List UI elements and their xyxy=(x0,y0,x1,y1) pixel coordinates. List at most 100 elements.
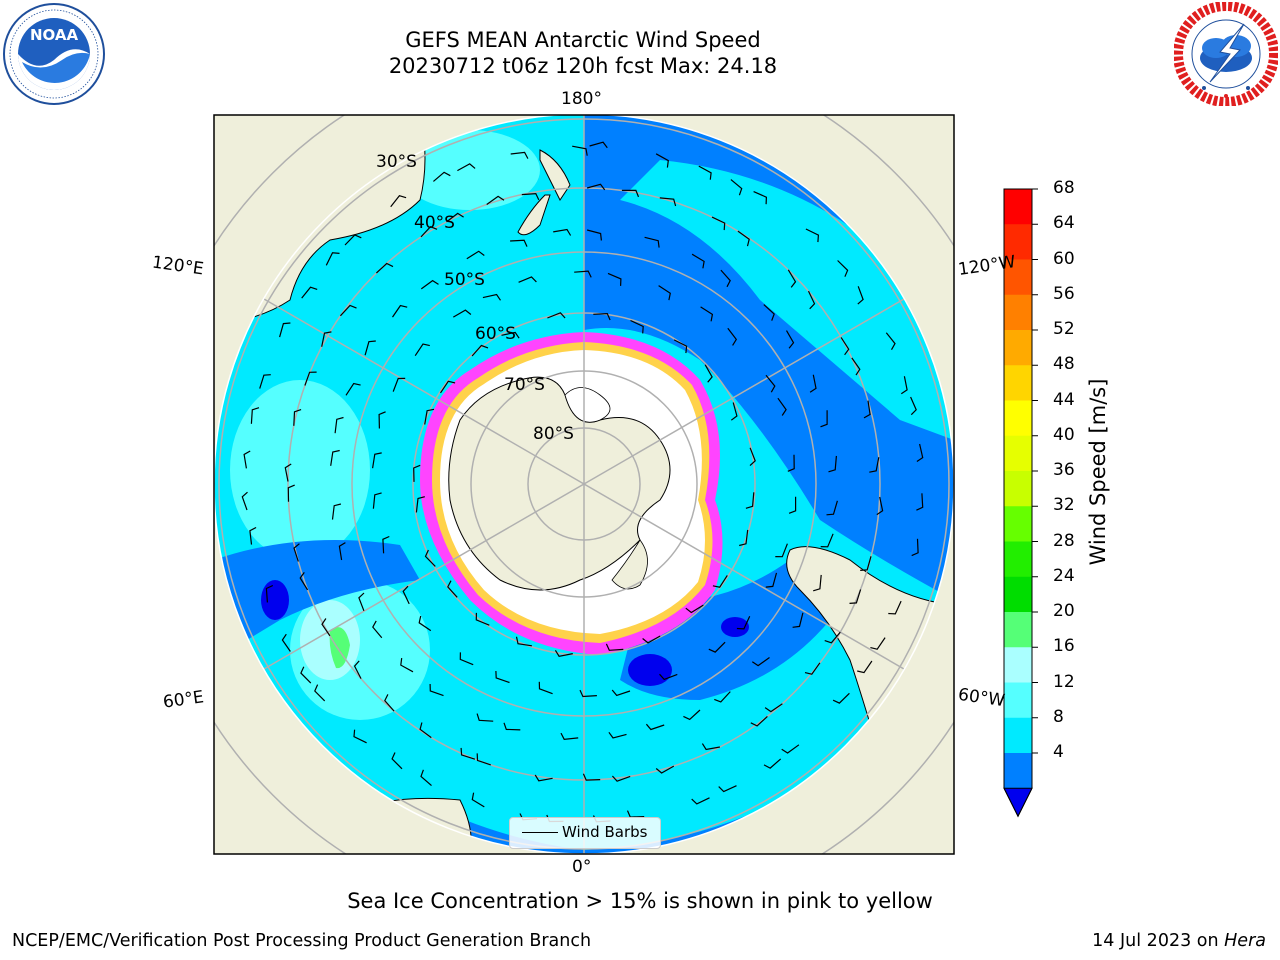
wind-barb xyxy=(809,374,817,393)
wind-barb xyxy=(645,723,665,731)
wind-barb xyxy=(787,454,795,472)
wind-barb xyxy=(683,709,701,721)
wind-barb xyxy=(284,463,292,482)
wind-barb xyxy=(424,549,436,567)
wind-barb xyxy=(720,269,731,288)
wind-barb xyxy=(704,364,713,383)
lat-label-70s: 70°S xyxy=(504,375,545,395)
wind-barb xyxy=(727,327,738,346)
wind-barb xyxy=(503,722,521,731)
wind-barb xyxy=(433,171,451,182)
colorbar-segment xyxy=(1004,682,1032,719)
lon-label-top: 180° xyxy=(561,89,602,109)
noaa-logo: NOAA xyxy=(3,3,105,105)
wind-barb xyxy=(691,253,705,269)
wind-barb xyxy=(353,660,362,679)
colorbar-segment xyxy=(1004,576,1032,613)
wind-barb xyxy=(860,556,872,571)
wind-barb xyxy=(265,584,274,603)
wind-barb xyxy=(471,344,489,357)
wind-barb xyxy=(482,293,501,301)
wind-barb xyxy=(424,408,435,425)
wind-barb xyxy=(345,382,361,396)
wind-barb xyxy=(659,673,678,681)
wind-barb xyxy=(538,681,553,695)
wind-barb xyxy=(419,722,432,739)
wind-barb xyxy=(372,492,382,509)
wind-barb xyxy=(857,660,873,674)
wind-barb xyxy=(781,744,800,754)
wind-barb xyxy=(547,312,566,319)
wind-barb xyxy=(804,662,821,675)
wind-band-4a xyxy=(628,654,672,686)
legend: Wind Barbs xyxy=(509,817,661,849)
footer-host: Hera xyxy=(1224,931,1266,951)
wind-barb xyxy=(392,377,406,392)
wind-barb xyxy=(708,641,726,653)
wind-barb xyxy=(518,276,537,283)
nws-logo xyxy=(1174,2,1278,106)
wind-barb xyxy=(765,374,776,393)
wind-barb xyxy=(605,643,624,651)
legend-label: Wind Barbs xyxy=(562,823,648,841)
wind-barb xyxy=(429,683,444,697)
wind-barb xyxy=(753,191,768,205)
colorbar-tick-label: 56 xyxy=(1053,283,1075,304)
wind-barb xyxy=(730,402,738,421)
wind-band-4b xyxy=(261,580,289,620)
colorbar-segment xyxy=(1004,471,1032,507)
wind-band-4c xyxy=(721,617,749,637)
wind-barb xyxy=(415,496,425,513)
wind-barb xyxy=(863,400,871,419)
wind-barb xyxy=(440,380,456,394)
wind-barb xyxy=(486,195,505,205)
wind-barb xyxy=(413,464,421,482)
wind-barb xyxy=(813,574,822,592)
wind-barb xyxy=(749,447,756,467)
wind-barb xyxy=(763,758,782,769)
ross-ice-shelf xyxy=(564,387,611,423)
wind-barb xyxy=(730,179,743,196)
colorbar-segment xyxy=(1004,435,1032,472)
footer-credit: NCEP/EMC/Verification Post Processing Pr… xyxy=(12,931,592,951)
colorbar-segment xyxy=(1004,753,1032,789)
colorbar-extend-triangle xyxy=(1003,787,1033,818)
wind-barb xyxy=(358,592,365,612)
wind-barb xyxy=(457,163,476,172)
wind-barb xyxy=(301,286,318,299)
wind-barbs xyxy=(241,141,924,823)
wind-barb xyxy=(475,612,490,626)
colorbar-segment xyxy=(1004,365,1032,401)
wind-barb xyxy=(384,694,395,712)
wind-barb xyxy=(739,529,749,547)
wind-barb xyxy=(700,306,714,322)
wind-barb xyxy=(764,703,783,713)
wind-barb xyxy=(460,747,476,760)
wind-barb xyxy=(334,416,344,434)
footer-date: 14 Jul 2023 on Hera xyxy=(1092,931,1266,951)
wind-barb xyxy=(736,615,751,630)
colorbar xyxy=(1003,188,1038,818)
colorbar-tick-label: 40 xyxy=(1053,424,1075,445)
wind-barb xyxy=(364,340,376,356)
wind-barb xyxy=(655,153,669,168)
footer-date-text: 14 Jul 2023 on xyxy=(1092,931,1225,951)
wind-barb xyxy=(534,774,553,782)
wind-barb xyxy=(382,535,390,554)
wind-barb xyxy=(888,600,902,615)
wind-barb xyxy=(418,615,432,632)
wind-barb xyxy=(378,411,386,429)
wind-barb xyxy=(698,165,712,180)
colorbar-segment xyxy=(1004,506,1032,542)
wind-barb xyxy=(574,270,592,278)
colorbar-tick-label: 28 xyxy=(1053,530,1075,551)
colorbar-segment xyxy=(1004,189,1032,225)
colorbar-tick-label: 8 xyxy=(1053,706,1064,727)
wind-barb xyxy=(293,409,302,426)
wind-barb xyxy=(837,260,849,277)
colorbar-tick-label: 60 xyxy=(1053,248,1075,269)
wind-barb xyxy=(916,443,924,462)
wind-barb xyxy=(857,286,864,305)
wind-barb xyxy=(420,279,439,290)
wind-barb xyxy=(579,689,597,698)
